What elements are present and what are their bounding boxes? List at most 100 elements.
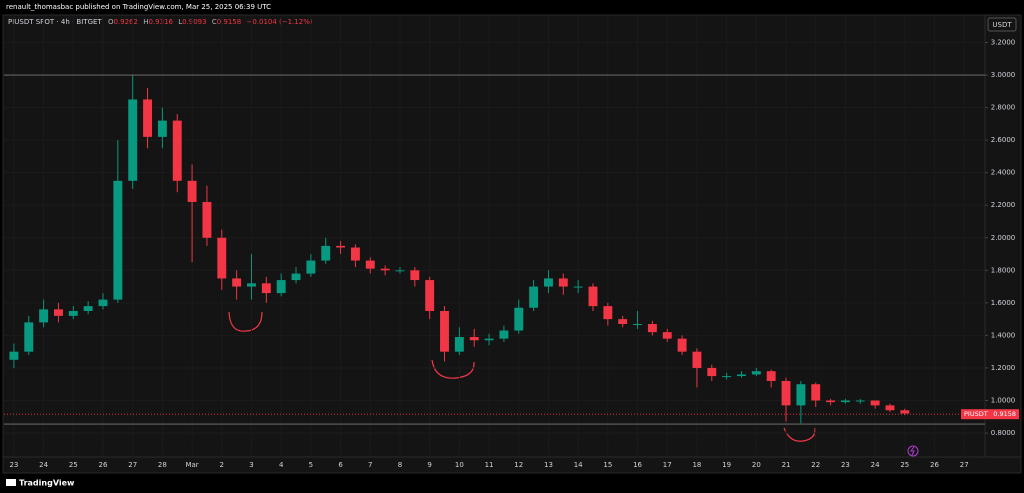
candle-body	[380, 268, 390, 271]
x-tick-label: 11	[485, 461, 494, 469]
candle-body	[647, 324, 657, 333]
x-tick-label: 27	[128, 461, 137, 469]
x-tick-label: 8	[398, 461, 402, 469]
x-tick-label: 20	[752, 461, 761, 469]
candle-body	[588, 286, 598, 307]
y-tick-label: 1.4000	[991, 331, 1016, 339]
candle-body	[172, 120, 182, 181]
x-tick-label: 15	[603, 461, 612, 469]
y-tick-label: 3.2000	[991, 39, 1016, 47]
o-value: 0.9262	[113, 18, 138, 26]
x-tick-label: 22	[811, 461, 820, 469]
candle-body	[811, 384, 821, 401]
candle-body	[469, 337, 479, 341]
candle-body	[202, 201, 212, 238]
y-tick-label: 1.6000	[991, 299, 1016, 307]
x-tick-label: 13	[544, 461, 553, 469]
currency-box	[987, 17, 1017, 32]
x-tick-label: 24	[39, 461, 48, 469]
x-tick-label: 3	[249, 461, 253, 469]
candle-body	[855, 400, 865, 402]
price-tag-name: PIUSDT	[964, 410, 988, 418]
candle-body	[143, 99, 152, 137]
candle-body	[737, 374, 746, 377]
c-label: C	[212, 18, 217, 26]
x-tick-label: 26	[930, 461, 939, 469]
brand: TradingView	[19, 479, 75, 488]
candle-body	[261, 283, 271, 294]
o-label: O	[108, 18, 114, 26]
x-tick-label: 25	[69, 461, 78, 469]
candle-body	[618, 319, 628, 325]
l-label: L	[178, 18, 182, 26]
candle-body	[83, 306, 93, 311]
candle-body	[722, 376, 732, 378]
candle-body	[885, 405, 895, 411]
x-tick-label: 27	[960, 461, 969, 469]
l-value: 0.9093	[182, 18, 207, 26]
c-value: 0.9158	[217, 18, 242, 26]
candle-body	[544, 278, 553, 287]
candle-body	[677, 338, 687, 352]
candle-body	[321, 245, 331, 261]
candle-body	[157, 120, 167, 137]
candle-body	[781, 380, 791, 406]
x-tick-label: 21	[782, 461, 791, 469]
chart-legend: PIUSDT SPOT · 4h · BITGET O0.9262 H0.931…	[8, 18, 313, 26]
arc-annotation	[783, 427, 816, 442]
x-tick-label: Mar	[185, 461, 198, 469]
candle-body	[529, 286, 539, 308]
y-tick-label: 2.8000	[991, 104, 1016, 112]
candle-body	[113, 180, 123, 300]
candle-body	[98, 299, 108, 307]
x-tick-label: 26	[99, 461, 108, 469]
candle-body	[365, 260, 375, 269]
candle-body	[662, 332, 672, 339]
x-tick-label: 17	[663, 461, 672, 469]
y-tick-label: 3.0000	[991, 71, 1016, 79]
publish-info: renault_thomasbac published on TradingVi…	[6, 3, 271, 11]
event-bolt	[910, 446, 915, 456]
chart-panel	[2, 14, 1022, 474]
y-tick-label: 1.0000	[991, 396, 1016, 404]
candle-body	[39, 309, 49, 323]
x-tick-label: 7	[368, 461, 372, 469]
y-tick-label: 1.2000	[991, 364, 1016, 372]
candle-body	[54, 309, 63, 316]
x-tick-label: 10	[455, 461, 464, 469]
x-tick-label: 4	[279, 461, 284, 469]
candle-body	[900, 410, 910, 414]
h-label: H	[143, 18, 148, 26]
x-tick-label: 16	[633, 461, 642, 469]
candle-body	[9, 351, 19, 360]
candle-body	[751, 371, 761, 375]
change: −0.0104 (−1.12%)	[246, 18, 312, 26]
candle-body	[232, 278, 242, 287]
candle-body	[499, 330, 509, 339]
x-tick-label: 14	[574, 461, 583, 469]
x-tick-label: 24	[871, 461, 880, 469]
candle-body	[766, 371, 776, 381]
x-tick-label: 23	[841, 461, 850, 469]
price-tag-bg	[961, 409, 1019, 420]
candle-body	[692, 351, 702, 368]
candle-body	[573, 286, 583, 288]
candle-body	[410, 270, 420, 281]
arc-annotation	[431, 359, 475, 379]
candle-body	[306, 260, 316, 274]
y-tick-label: 2.4000	[991, 169, 1016, 177]
candle-body	[425, 280, 435, 311]
symbol: PIUSDT SPOT · 4h · BITGET	[8, 18, 102, 26]
candle-body	[558, 278, 568, 287]
candle-body	[291, 273, 301, 281]
candle-body	[707, 367, 717, 377]
candle-body	[187, 180, 197, 202]
x-tick-label: 25	[900, 461, 909, 469]
candle-body	[350, 247, 360, 261]
x-tick-label: 12	[514, 461, 523, 469]
candle-body	[603, 306, 613, 320]
annotations	[228, 311, 816, 442]
currency: USDT	[992, 21, 1012, 29]
candle-body	[440, 310, 449, 352]
